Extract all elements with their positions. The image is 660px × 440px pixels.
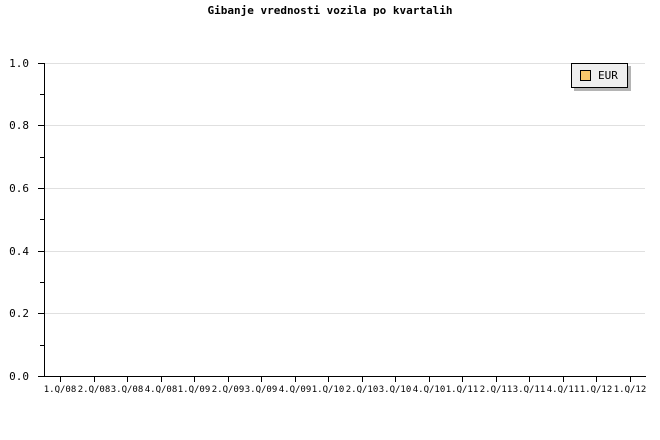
y-tick-major-0.8	[38, 125, 44, 126]
gridline-1.0	[44, 63, 645, 64]
x-tick-mark-4	[194, 377, 195, 382]
x-tick-label-3: 4.Q/08	[144, 385, 178, 395]
gridline-0.4	[44, 251, 645, 252]
legend-swatch-eur	[580, 70, 591, 81]
x-tick-label-8: 1.Q/10	[311, 385, 345, 395]
y-tick-minor-0.3	[40, 282, 44, 283]
x-tick-label-10: 3.Q/10	[378, 385, 412, 395]
x-tick-label-2: 3.Q/08	[110, 385, 144, 395]
y-tick-minor-0.9	[40, 94, 44, 95]
y-tick-label-0.6: 0.6	[9, 182, 29, 195]
x-tick-label-13: 2.Q/11	[479, 385, 513, 395]
gridline-0.2	[44, 313, 645, 314]
chart-legend[interactable]: EUR	[571, 63, 628, 88]
gridline-0.6	[44, 188, 645, 189]
x-axis-line	[44, 376, 646, 377]
x-tick-label-12: 1.Q/11	[445, 385, 479, 395]
x-tick-mark-11	[429, 377, 430, 382]
x-tick-label-7: 4.Q/09	[278, 385, 312, 395]
y-tick-label-0.0: 0.0	[9, 370, 29, 383]
gridline-0.8	[44, 125, 645, 126]
x-tick-mark-13	[496, 377, 497, 382]
x-tick-label-4: 1.Q/09	[177, 385, 211, 395]
x-tick-label-0: 1.Q/08	[43, 385, 77, 395]
y-tick-label-1.0: 1.0	[9, 57, 29, 70]
x-tick-label-11: 4.Q/10	[412, 385, 446, 395]
x-tick-mark-3	[161, 377, 162, 382]
x-tick-mark-10	[395, 377, 396, 382]
legend-label-eur: EUR	[598, 69, 618, 82]
x-tick-label-1: 2.Q/08	[77, 385, 111, 395]
chart-title: Gibanje vrednosti vozila po kvartalih	[207, 4, 453, 17]
y-tick-major-0.6	[38, 188, 44, 189]
x-tick-label-16: 1.Q/12	[579, 385, 613, 395]
y-tick-major-1.0	[38, 63, 44, 64]
x-tick-mark-15	[563, 377, 564, 382]
y-tick-minor-0.7	[40, 157, 44, 158]
y-tick-major-0.2	[38, 313, 44, 314]
x-tick-label-17: 1.Q/12	[613, 385, 647, 395]
x-tick-mark-8	[328, 377, 329, 382]
y-axis-line	[44, 63, 45, 377]
x-tick-mark-16	[596, 377, 597, 382]
x-tick-mark-6	[261, 377, 262, 382]
x-tick-mark-0	[60, 377, 61, 382]
y-tick-label-0.2: 0.2	[9, 307, 29, 320]
y-tick-major-0.4	[38, 251, 44, 252]
y-tick-major-0.0	[38, 376, 44, 377]
x-tick-label-6: 3.Q/09	[244, 385, 278, 395]
plot-area	[44, 63, 645, 376]
y-tick-label-0.8: 0.8	[9, 119, 29, 132]
x-tick-mark-14	[529, 377, 530, 382]
y-tick-minor-0.1	[40, 345, 44, 346]
y-tick-minor-0.5	[40, 219, 44, 220]
x-tick-mark-1	[94, 377, 95, 382]
x-tick-mark-5	[228, 377, 229, 382]
x-tick-mark-17	[630, 377, 631, 382]
x-tick-label-15: 4.Q/11	[546, 385, 580, 395]
x-tick-label-9: 2.Q/10	[345, 385, 379, 395]
x-tick-mark-2	[127, 377, 128, 382]
x-tick-mark-7	[295, 377, 296, 382]
y-tick-label-0.4: 0.4	[9, 245, 29, 258]
x-tick-label-5: 2.Q/09	[211, 385, 245, 395]
x-tick-mark-9	[362, 377, 363, 382]
x-tick-label-14: 3.Q/11	[512, 385, 546, 395]
x-tick-mark-12	[462, 377, 463, 382]
